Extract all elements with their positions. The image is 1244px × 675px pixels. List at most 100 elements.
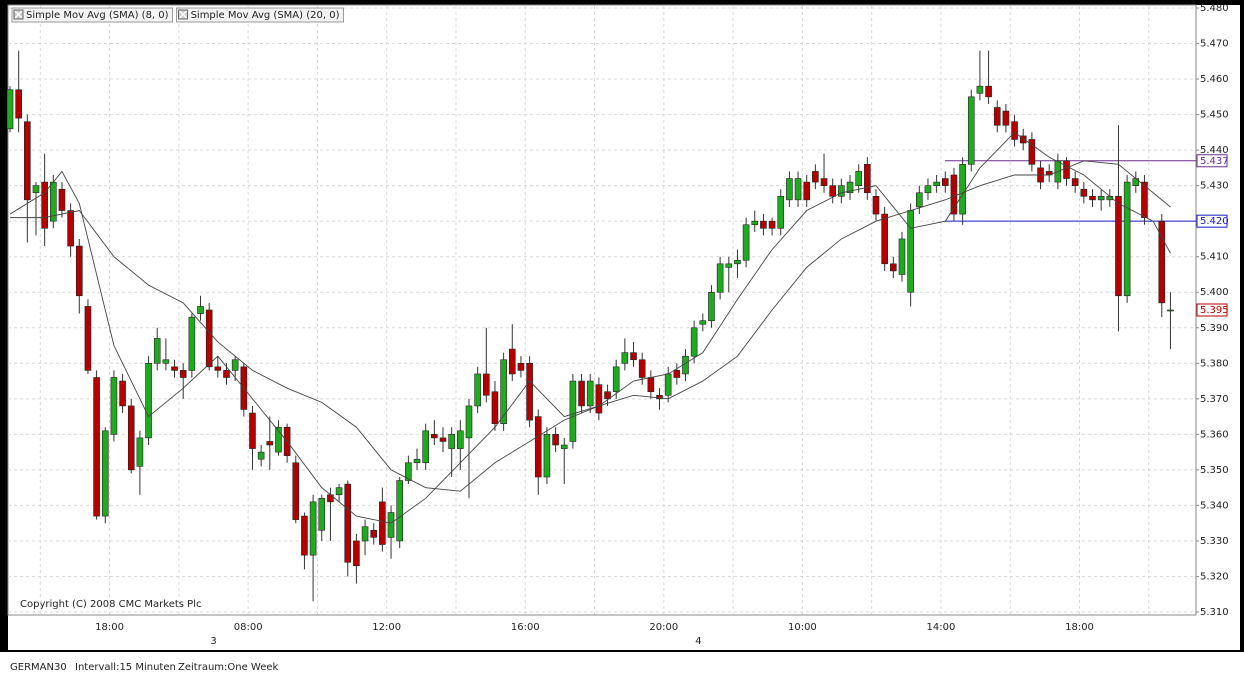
candle-body — [838, 185, 845, 197]
candle-body — [508, 348, 516, 375]
y-tick-label: 5.430 — [1200, 181, 1229, 192]
candle-body — [526, 362, 533, 421]
candle-body — [482, 373, 490, 396]
candle-body — [500, 359, 507, 424]
candle-body — [491, 391, 499, 424]
candle-body — [890, 263, 897, 272]
candle-body — [647, 377, 655, 393]
candle-body — [162, 359, 170, 364]
candle-body — [725, 263, 733, 268]
candle-body — [327, 494, 334, 503]
candle-body — [760, 220, 767, 229]
y-tick-label: 5.330 — [1200, 536, 1229, 547]
y-tick-label: 5.440 — [1200, 145, 1229, 156]
candle-body — [950, 174, 958, 215]
candle-body — [751, 220, 759, 226]
candle-body — [32, 185, 40, 194]
x-tick-label: 12:00 — [372, 622, 401, 633]
candle-body — [898, 238, 906, 275]
y-tick-label: 5.370 — [1200, 394, 1229, 405]
candle-body — [1011, 121, 1018, 140]
candle-body — [1002, 110, 1010, 126]
y-tick-label: 5.390 — [1200, 323, 1229, 334]
price-marker-label: 5.437 — [1200, 156, 1229, 167]
candle-body — [560, 444, 568, 449]
candle-body — [41, 181, 48, 229]
candle-body — [1097, 196, 1105, 201]
candle-body — [699, 320, 707, 325]
candle-body — [439, 437, 447, 442]
candle-body — [552, 434, 559, 446]
candle-body — [15, 89, 22, 119]
candle-body — [136, 437, 144, 467]
x-tick-label: 10:00 — [788, 622, 817, 633]
candle-body — [985, 85, 992, 98]
candle-body — [205, 309, 213, 368]
candle-body — [829, 185, 837, 197]
candle-body — [976, 85, 984, 94]
candle-body — [820, 178, 828, 186]
legend-check-x — [179, 10, 188, 19]
candle-body — [933, 181, 940, 186]
y-tick-label: 5.350 — [1200, 465, 1229, 476]
candle-body — [24, 121, 31, 201]
legend-label: Simple Mov Avg (SMA) (20, 0) — [191, 10, 340, 21]
candle-body — [396, 480, 404, 542]
x-day-label: 3 — [210, 636, 216, 647]
price-marker-label: 5.420 — [1200, 216, 1229, 227]
candle-body — [301, 515, 308, 556]
y-tick-label: 5.400 — [1200, 287, 1229, 298]
candle-body — [786, 178, 793, 201]
price-marker-box — [1196, 214, 1228, 228]
candle-body — [1123, 181, 1131, 297]
candle-body — [75, 245, 83, 297]
candle-body — [58, 188, 66, 211]
candle-body — [959, 164, 966, 215]
candle-body — [448, 434, 455, 449]
candle-body — [119, 380, 126, 407]
copyright: Copyright (C) 2008 CMC Markets Plc — [20, 599, 201, 610]
candle-body — [742, 224, 750, 261]
x-day-label: 4 — [695, 636, 701, 647]
y-tick-label: 5.450 — [1200, 110, 1229, 121]
candle-body — [872, 196, 880, 215]
candle-body — [803, 181, 811, 201]
y-tick-label: 5.480 — [1200, 3, 1229, 14]
candle-body — [93, 377, 100, 517]
candle-body — [457, 430, 464, 449]
candle-body — [422, 430, 429, 464]
x-tick-label: 08:00 — [234, 622, 263, 633]
candle-body — [673, 370, 681, 378]
candle-body — [1158, 220, 1166, 304]
candle-body — [413, 458, 421, 464]
candle-body — [110, 377, 118, 435]
candle-body — [1132, 178, 1140, 186]
candle-body — [1115, 196, 1122, 297]
candle-body — [1063, 160, 1070, 179]
legend-box — [176, 7, 344, 23]
candle-body — [353, 540, 360, 567]
legend-check-x — [14, 10, 23, 19]
y-tick-label: 5.320 — [1200, 571, 1229, 582]
candle-body — [604, 391, 611, 400]
candle-body — [708, 291, 715, 321]
candle-body — [846, 181, 854, 194]
candle-body — [275, 426, 282, 453]
legend-item: Simple Mov Avg (SMA) (20, 0) — [176, 7, 344, 23]
candle-body — [864, 164, 871, 194]
candle-body — [543, 434, 551, 478]
candle-body — [214, 366, 222, 371]
x-tick-label: 16:00 — [511, 622, 540, 633]
candle-body — [907, 210, 914, 293]
candle-body — [569, 380, 577, 442]
candle-body — [664, 373, 672, 396]
x-tick-label: 18:00 — [1065, 622, 1094, 633]
footer-interval: Intervall:15 Minuten — [75, 662, 176, 673]
y-tick-label: 5.410 — [1200, 252, 1229, 263]
candle-body — [612, 366, 620, 393]
candle-body — [344, 483, 352, 563]
candle-body — [179, 370, 187, 378]
candle-body — [812, 171, 819, 183]
